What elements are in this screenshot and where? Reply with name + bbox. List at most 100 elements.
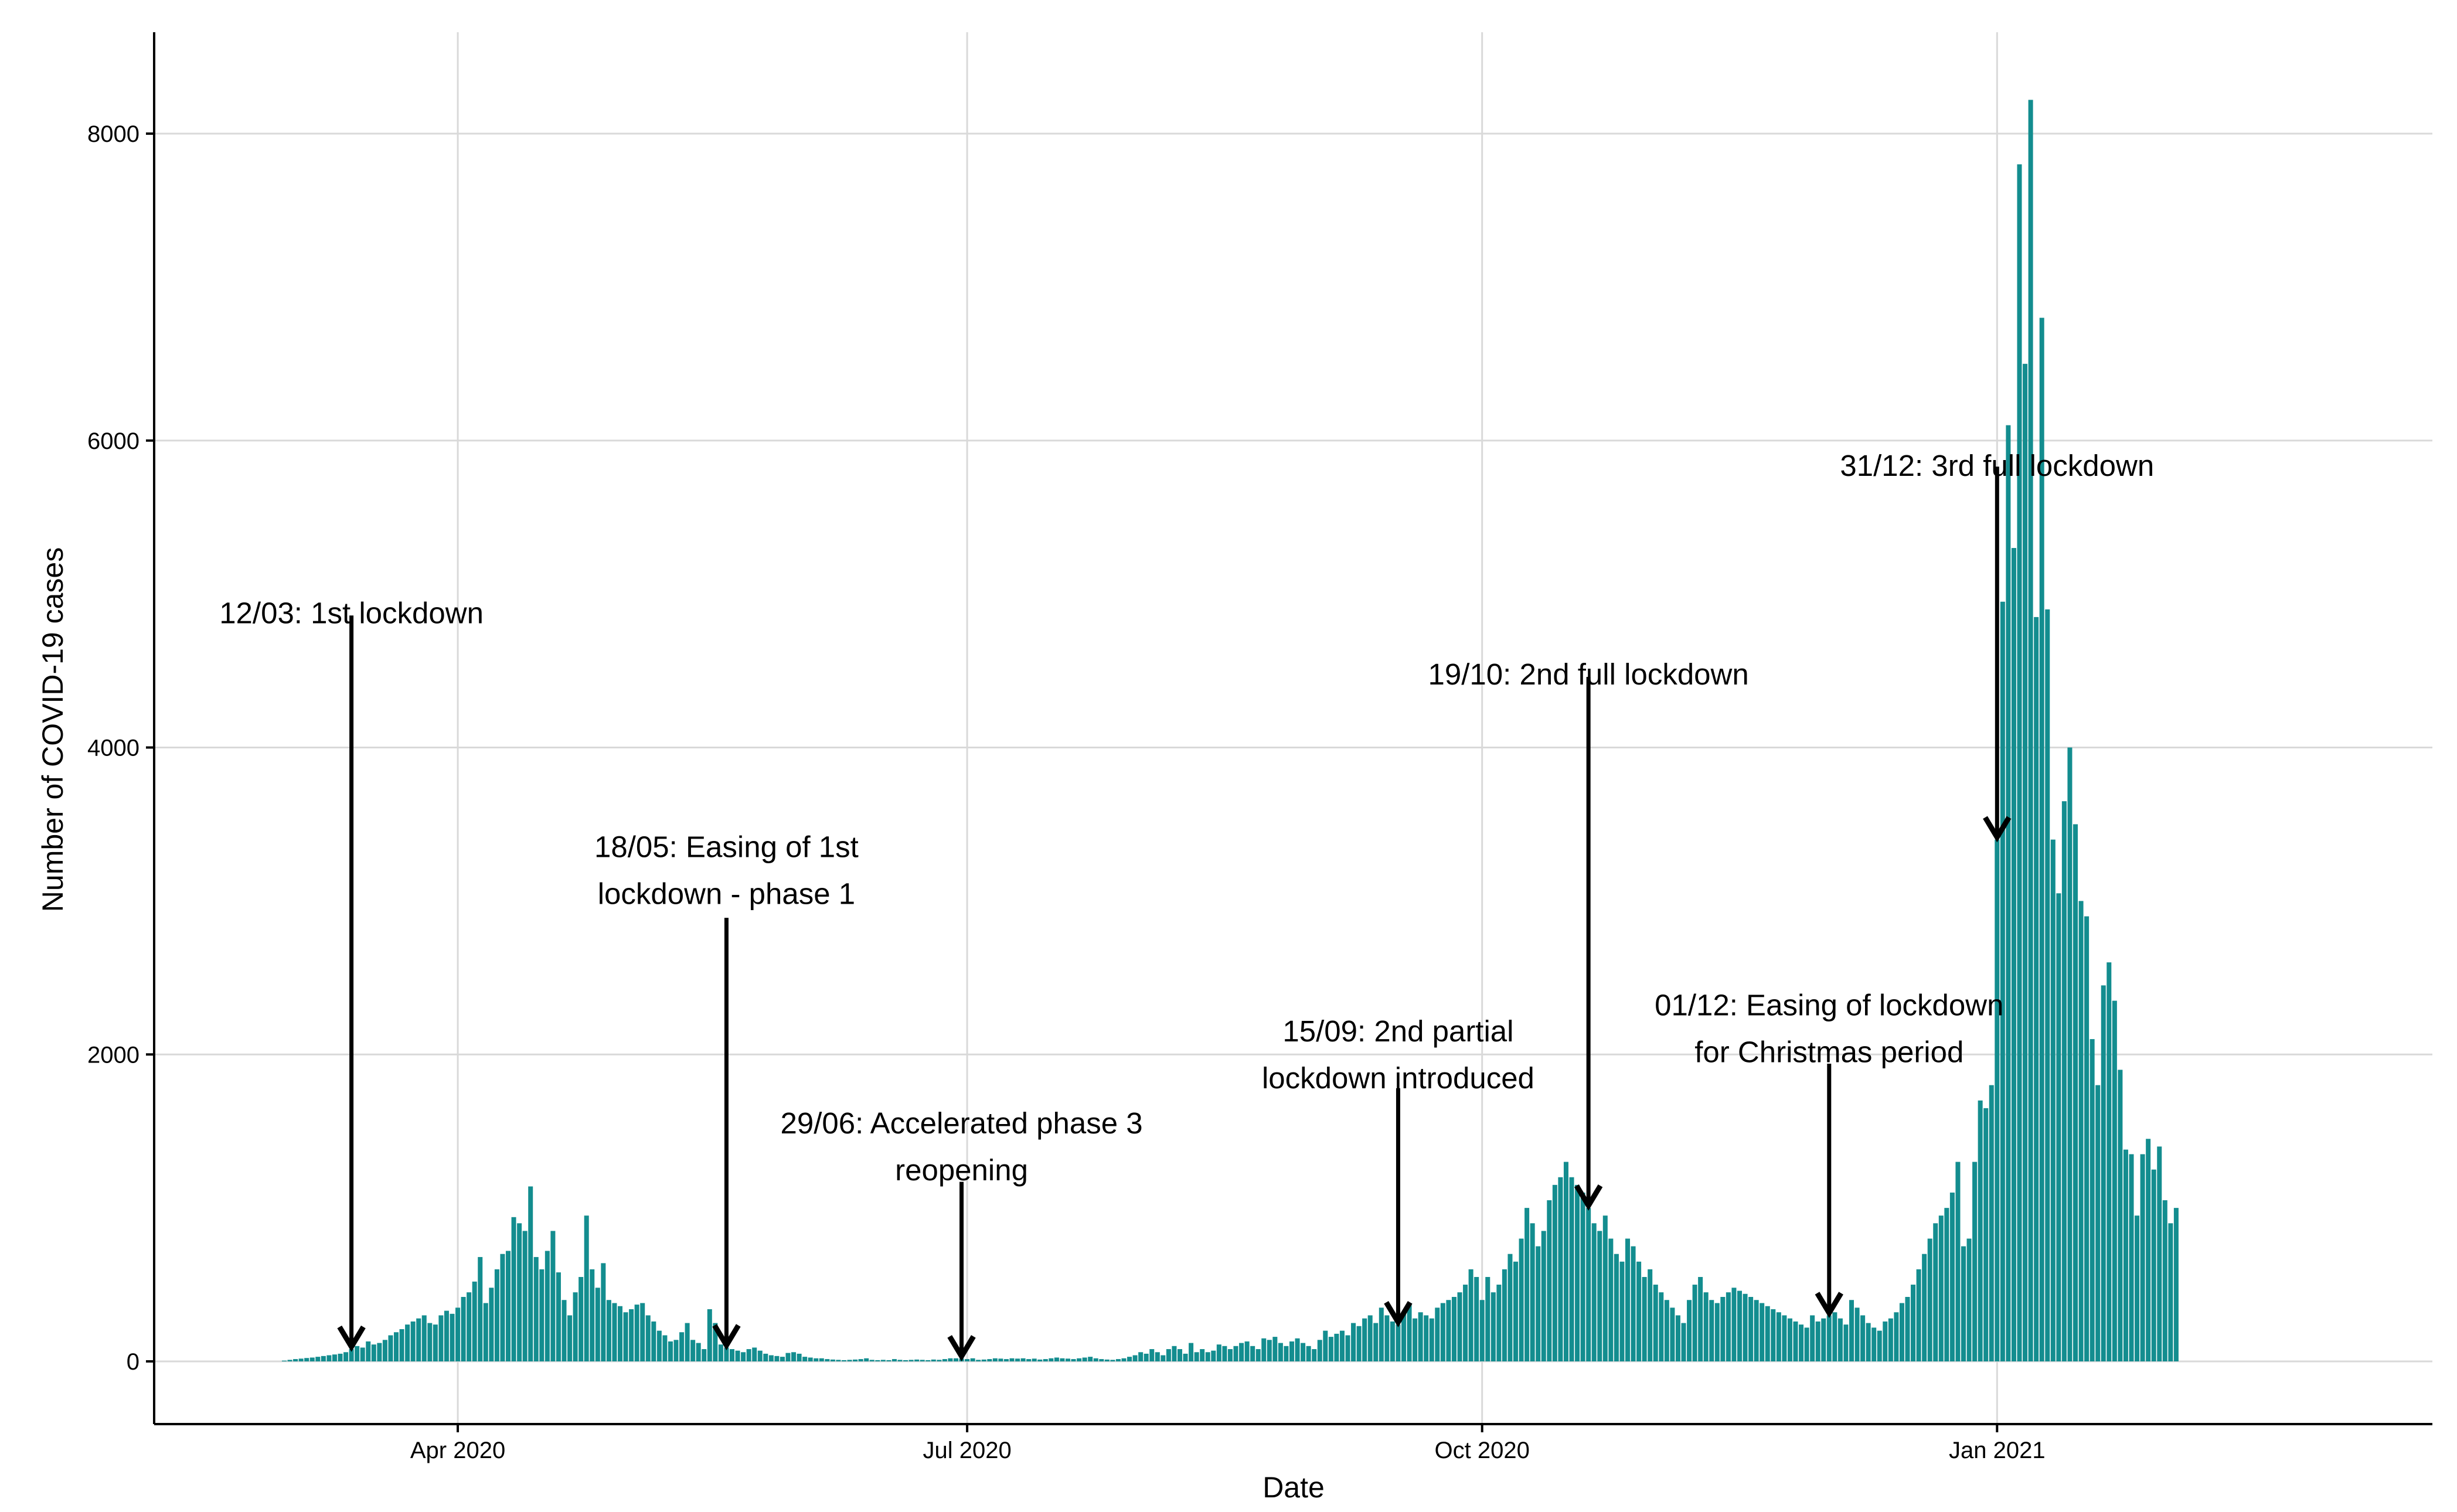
case-bar [735, 1350, 740, 1361]
case-bar [1200, 1349, 1205, 1361]
case-bar [1261, 1338, 1267, 1361]
case-bar [757, 1350, 763, 1361]
case-bar [853, 1359, 858, 1361]
case-bar [2123, 1149, 2128, 1361]
case-bar [656, 1330, 662, 1361]
annotation-label: 15/09: 2nd partial [1282, 1014, 1513, 1048]
case-bar [981, 1359, 986, 1361]
case-bar [662, 1335, 668, 1361]
case-bar [1804, 1327, 1809, 1361]
case-bar [371, 1344, 376, 1361]
case-bar [819, 1358, 824, 1361]
case-bar [724, 1347, 729, 1361]
case-bar [561, 1300, 567, 1361]
case-bar [505, 1251, 511, 1361]
case-bar [1037, 1359, 1043, 1361]
case-bar [1418, 1312, 1423, 1361]
case-bar [1373, 1323, 1379, 1361]
case-bar [1552, 1184, 1557, 1361]
case-bar [287, 1360, 292, 1361]
annotation-label: 29/06: Accelerated phase 3 [780, 1106, 1142, 1140]
case-bar [1440, 1303, 1445, 1361]
case-bar [1608, 1238, 1614, 1361]
case-bar [450, 1313, 455, 1361]
case-bar [1463, 1285, 1468, 1361]
case-bar [366, 1341, 371, 1361]
case-bar [746, 1349, 751, 1361]
case-bar [478, 1256, 483, 1361]
case-bar [1843, 1324, 1849, 1361]
case-bar [1278, 1343, 1283, 1361]
case-bar [2146, 1139, 2151, 1361]
case-bar [1737, 1290, 1743, 1361]
case-bar [539, 1269, 545, 1361]
case-bar [1547, 1200, 1552, 1361]
case-bar [1479, 1300, 1485, 1361]
case-bar [1961, 1246, 1966, 1361]
case-bar [1692, 1285, 1697, 1361]
case-bar [483, 1303, 488, 1361]
case-bar [1720, 1297, 1726, 1361]
case-bar [1429, 1318, 1434, 1361]
case-bar [455, 1307, 461, 1361]
case-bar [976, 1360, 981, 1361]
case-bar [707, 1309, 712, 1361]
case-bar [869, 1360, 874, 1361]
case-bar [584, 1215, 589, 1361]
case-bar [2011, 548, 2016, 1361]
case-bar [864, 1358, 869, 1361]
case-bar [1698, 1276, 1703, 1361]
case-bar [1127, 1357, 1132, 1361]
case-bar [1244, 1341, 1250, 1361]
case-bar [360, 1347, 365, 1361]
case-bar [1927, 1238, 1932, 1361]
case-bar [875, 1360, 880, 1361]
case-bar [780, 1357, 785, 1361]
case-bar [914, 1359, 920, 1361]
case-bar [1916, 1269, 1921, 1361]
case-bar [427, 1323, 433, 1361]
case-bar [1295, 1338, 1300, 1361]
case-bar [931, 1359, 936, 1361]
case-bar [1614, 1254, 1619, 1361]
case-bar [891, 1359, 897, 1361]
case-bar [1490, 1292, 1496, 1361]
case-bar [1793, 1321, 1798, 1361]
case-bar [1009, 1358, 1015, 1361]
case-bar [1166, 1349, 1171, 1361]
case-bar [1989, 1085, 1994, 1361]
case-bar [920, 1360, 925, 1361]
case-bar [1642, 1276, 1647, 1361]
case-bar [1765, 1306, 1770, 1361]
case-bar [1530, 1223, 1535, 1361]
case-bar [690, 1340, 696, 1361]
case-bar [494, 1269, 499, 1361]
case-bar [965, 1359, 970, 1361]
case-bar [2135, 1215, 2140, 1361]
bars-layer [281, 100, 2179, 1362]
case-bar [1306, 1346, 1311, 1361]
y-tick-label: 0 [127, 1349, 139, 1375]
x-tick-label: Apr 2020 [410, 1438, 505, 1463]
case-bar [1144, 1353, 1149, 1361]
case-bar [1407, 1303, 1412, 1361]
case-bar [679, 1332, 685, 1361]
case-bar [1877, 1330, 1882, 1361]
annotation-label: reopening [895, 1153, 1028, 1187]
case-bar [1211, 1350, 1216, 1361]
case-bar [617, 1306, 623, 1361]
case-bar [1659, 1292, 1664, 1361]
case-bar [467, 1292, 472, 1361]
case-bar [752, 1347, 757, 1361]
case-bar [1787, 1318, 1792, 1361]
case-bar [1205, 1352, 1210, 1361]
case-bar [640, 1303, 645, 1361]
case-bar [1670, 1307, 1675, 1361]
annotation-label: 18/05: Easing of 1st [594, 830, 859, 864]
case-bar [1227, 1349, 1233, 1361]
case-bar [1675, 1315, 1680, 1361]
case-bar [1871, 1327, 1877, 1361]
case-bar [1049, 1358, 1054, 1361]
case-bar [1569, 1177, 1574, 1361]
